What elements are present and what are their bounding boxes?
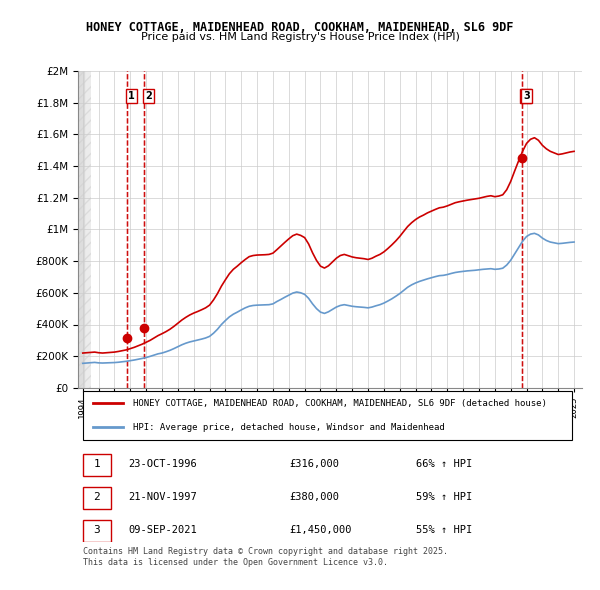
Text: £380,000: £380,000 [290,492,340,502]
FancyBboxPatch shape [83,454,111,476]
FancyBboxPatch shape [83,391,572,440]
Text: 3: 3 [93,525,100,535]
FancyBboxPatch shape [83,487,111,509]
Text: 3: 3 [523,91,530,101]
Text: HPI: Average price, detached house, Windsor and Maidenhead: HPI: Average price, detached house, Wind… [133,422,445,431]
Text: 2: 2 [145,91,152,101]
Text: 23-OCT-1996: 23-OCT-1996 [128,459,197,469]
Text: HONEY COTTAGE, MAIDENHEAD ROAD, COOKHAM, MAIDENHEAD, SL6 9DF: HONEY COTTAGE, MAIDENHEAD ROAD, COOKHAM,… [86,21,514,34]
Text: 1: 1 [128,91,135,101]
Text: 21-NOV-1997: 21-NOV-1997 [128,492,197,502]
FancyBboxPatch shape [83,520,111,542]
Text: £1,450,000: £1,450,000 [290,525,352,535]
Text: HONEY COTTAGE, MAIDENHEAD ROAD, COOKHAM, MAIDENHEAD, SL6 9DF (detached house): HONEY COTTAGE, MAIDENHEAD ROAD, COOKHAM,… [133,399,547,408]
Text: 66% ↑ HPI: 66% ↑ HPI [416,459,472,469]
Text: 1: 1 [93,459,100,469]
Text: 3: 3 [523,91,529,101]
Text: 55% ↑ HPI: 55% ↑ HPI [416,525,472,535]
Text: £316,000: £316,000 [290,459,340,469]
Text: 09-SEP-2021: 09-SEP-2021 [128,525,197,535]
Text: Price paid vs. HM Land Registry's House Price Index (HPI): Price paid vs. HM Land Registry's House … [140,32,460,42]
Text: Contains HM Land Registry data © Crown copyright and database right 2025.
This d: Contains HM Land Registry data © Crown c… [83,548,448,567]
Text: 2: 2 [93,492,100,502]
Text: 59% ↑ HPI: 59% ↑ HPI [416,492,472,502]
